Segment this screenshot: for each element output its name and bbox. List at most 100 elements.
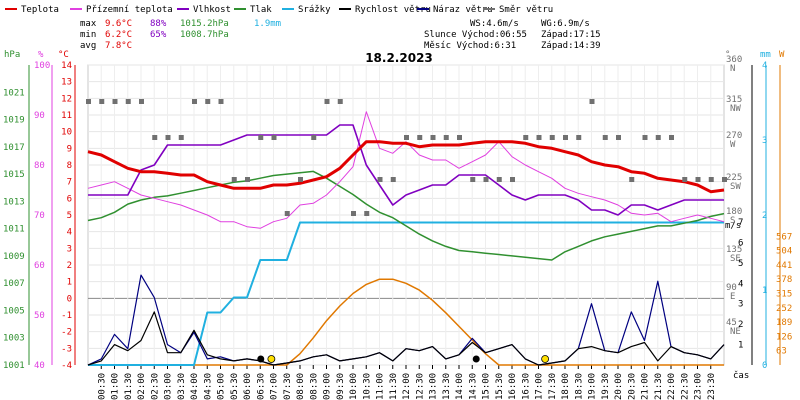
wind-dir-compass-label: SE — [730, 254, 741, 264]
x-tick-label: 12:00 — [402, 373, 412, 400]
temperature-tick-label: 9 — [67, 144, 72, 154]
wind-direction-point — [496, 177, 502, 182]
wind-dir-compass-label: W — [730, 140, 736, 150]
legend-label: Směr větru — [499, 5, 553, 15]
unit-ms: m/s — [725, 221, 741, 231]
wind-dir-tick-label: 315 — [726, 95, 742, 105]
wind-direction-point — [99, 99, 105, 104]
wind-direction-point — [523, 135, 529, 140]
temperature-tick-label: -4 — [61, 361, 72, 371]
x-tick-label: 20:00 — [614, 373, 624, 400]
rain-tick-label: 1 — [762, 286, 767, 296]
x-tick-label: 04:30 — [203, 373, 213, 400]
wind-direction-point — [457, 135, 462, 140]
temperature-tick-label: 4 — [67, 228, 72, 238]
wind-direction-point — [351, 211, 356, 216]
temperature-tick-label: 13 — [61, 78, 72, 88]
wind-tick-label: 1 — [738, 341, 743, 351]
temperature-tick-label: 2 — [67, 261, 72, 271]
pressure-tick-label: 1001 — [3, 361, 25, 371]
wind-direction-point — [483, 177, 489, 182]
x-tick-label: 22:00 — [667, 373, 677, 400]
x-tick-label: 08:00 — [296, 373, 306, 400]
stat-max-label: max — [80, 19, 97, 29]
x-tick-label: 22:30 — [680, 373, 690, 400]
wind-tick-label: 7 — [738, 218, 743, 228]
solar-tick-label: 504 — [776, 247, 792, 257]
x-tick-label: 16:00 — [508, 373, 518, 400]
wind-direction-point — [602, 135, 608, 140]
wind-direction-point — [152, 135, 158, 140]
wind-direction-point — [443, 135, 449, 140]
temperature-tick-label: 0 — [67, 294, 72, 304]
x-tick-label: 15:00 — [482, 373, 492, 400]
legend-label: Náraz větru — [433, 5, 493, 15]
series-line — [88, 221, 724, 366]
x-tick-label: 02:00 — [137, 373, 147, 400]
stat-max-pressure: 1015.2hPa — [180, 19, 229, 29]
x-tick-label: 00:30 — [97, 373, 107, 400]
x-tick-label: 12:30 — [415, 373, 425, 400]
legend-label: Vlhkost — [193, 5, 231, 15]
wind-direction-point — [417, 135, 423, 140]
rain-tick-label: 2 — [762, 211, 767, 221]
temperature-tick-label: 8 — [67, 161, 72, 171]
wind-direction-point — [642, 135, 648, 140]
wind-direction-point — [470, 177, 476, 182]
x-tick-label: 14:00 — [455, 373, 465, 400]
unit-deg: ° — [725, 50, 730, 60]
x-tick-label: 17:30 — [548, 373, 558, 400]
series-line — [87, 170, 725, 261]
temperature-tick-label: 7 — [67, 178, 72, 188]
solar-tick-label: 378 — [776, 275, 792, 285]
x-tick-label: 13:30 — [442, 373, 452, 400]
legend-label: Přízemní teplota — [86, 5, 173, 15]
x-tick-label: 01:00 — [111, 373, 121, 400]
wind-direction-point — [404, 135, 409, 140]
wind-direction-point — [86, 99, 91, 104]
wind-direction-point — [669, 135, 674, 140]
info-wg: WG:6.9m/s — [541, 19, 590, 29]
unit-cas: čas — [733, 370, 749, 381]
chart-title: 18.2.2023 — [365, 51, 433, 65]
legend-label: Tlak — [250, 5, 272, 15]
pressure-tick-label: 1003 — [3, 334, 25, 344]
x-tick-label: 17:00 — [535, 373, 545, 400]
solar-tick-label: 126 — [776, 332, 792, 342]
series-line — [87, 311, 725, 366]
x-tick-label: 06:00 — [243, 373, 253, 400]
wind-direction-point — [178, 135, 184, 140]
pressure-tick-label: 1013 — [3, 197, 25, 207]
wind-direction-point — [655, 135, 661, 140]
series-line — [87, 111, 725, 229]
series-line — [87, 140, 725, 194]
pressure-tick-label: 1009 — [3, 252, 25, 262]
pressure-tick-label: 1011 — [3, 225, 25, 235]
wind-direction-point — [722, 177, 727, 182]
wind-dir-tick-label: 360 — [726, 55, 742, 65]
info-moon-rise: Měsíc Východ:6:31 — [424, 41, 516, 51]
wind-direction-point — [311, 135, 317, 140]
stat-max-humidity: 88% — [150, 19, 167, 29]
info-moon-set: Západ:14:39 — [541, 41, 601, 51]
solar-tick-label: 63 — [776, 347, 787, 357]
x-tick-label: 21:30 — [654, 373, 664, 400]
wind-direction-point — [563, 135, 568, 140]
wind-direction-point — [576, 135, 582, 140]
wind-direction-point — [271, 135, 277, 140]
x-tick-label: 20:30 — [627, 373, 637, 400]
rain-tick-label: 0 — [762, 361, 767, 371]
wind-tick-label: 3 — [738, 300, 743, 310]
pressure-tick-label: 1015 — [3, 170, 25, 180]
temperature-tick-label: -1 — [61, 311, 72, 321]
stats-box: max 9.6°C 88% 1015.2hPa 1.9mm min 6.2°C … — [80, 19, 281, 51]
wind-dir-compass-label: NW — [730, 104, 741, 114]
solar-tick-label: 315 — [776, 290, 792, 300]
stat-max-temp: 9.6°C — [105, 19, 132, 29]
wind-direction-point — [192, 99, 197, 104]
wind-dir-compass-label: NE — [730, 327, 741, 337]
wind-direction-point — [258, 135, 264, 140]
wind-tick-label: 5 — [738, 259, 743, 269]
wind-direction-point — [298, 177, 303, 182]
